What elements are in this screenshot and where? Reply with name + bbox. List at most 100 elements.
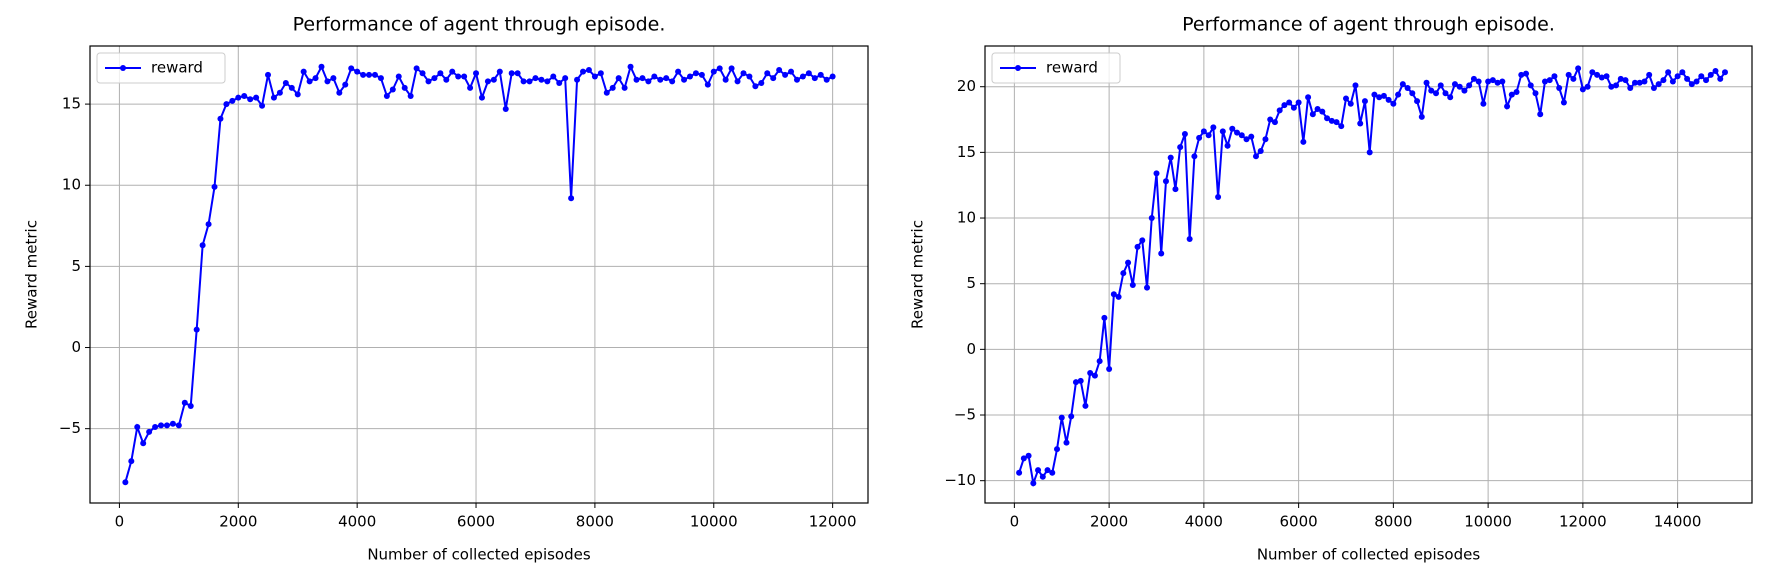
point [366,71,373,78]
point [1224,142,1231,149]
point [1655,81,1662,88]
point [1480,100,1487,107]
point [502,105,509,112]
point [722,76,729,83]
point [1352,82,1359,89]
point [1385,96,1392,103]
point [193,326,200,333]
point [1087,369,1094,376]
point [580,68,587,75]
y-tick-label: 20 [957,77,976,95]
point [1300,138,1307,145]
point [1172,186,1179,193]
point [407,92,414,99]
point [1688,81,1695,88]
point [241,92,248,99]
point [1646,71,1653,78]
point [490,76,497,83]
point [1679,69,1686,76]
point [1518,71,1525,78]
point [1447,94,1454,101]
point [805,70,812,77]
x-tick-label: 12000 [1559,513,1607,531]
point [1290,104,1297,111]
point [591,73,598,80]
point [1541,78,1548,85]
point [1324,115,1331,122]
point [1499,78,1506,85]
point [1357,120,1364,127]
y-tick-label: 5 [71,257,81,275]
point [1110,291,1117,298]
point [1451,81,1458,88]
point [544,78,551,85]
point [1328,117,1335,124]
point [1380,92,1387,99]
point [597,70,604,77]
point [389,86,396,93]
point [585,67,592,74]
point [1257,148,1264,155]
point [1513,88,1520,95]
point [782,71,789,78]
x-tick-label: 8000 [1374,513,1412,531]
point [1399,81,1406,88]
point [1570,75,1577,82]
point [247,96,254,103]
point [199,242,206,249]
point [1219,128,1226,135]
point [1717,75,1724,82]
point [1309,111,1316,118]
point [1068,413,1075,420]
plot: 0 2000 4000 6000 8000 10000 12000 14000 −10 −5 0 5 1… [909,14,1753,564]
point [758,80,765,87]
point [615,75,622,82]
point [1560,99,1567,106]
x-tick-label: 14000 [1654,513,1702,531]
point [1234,129,1241,136]
point [1603,73,1610,80]
point [140,440,147,447]
point [1319,108,1326,115]
legend-marker [120,65,126,71]
point [621,84,628,91]
point [1551,73,1558,80]
point [1271,119,1278,126]
point [1101,314,1108,321]
point [1508,91,1515,98]
point [259,102,266,109]
point [342,81,349,88]
point [669,78,676,85]
point [698,71,705,78]
x-tick-label: 12000 [809,513,857,531]
x-tick-label: 0 [1010,513,1020,531]
plot: 0 2000 4000 6000 8000 10000 12000 −5 0 5 10 15 Perfo… [23,14,869,564]
point [681,76,688,83]
x-tick-label: 10000 [690,513,738,531]
point [211,183,218,190]
point [764,70,771,77]
point [1631,79,1638,86]
point [1669,78,1676,85]
x-axis-label: Number of collected episodes [367,546,591,564]
point [324,78,331,85]
point [799,73,806,80]
point [752,83,759,90]
y-tick-label: −5 [954,406,976,424]
point [1523,70,1530,77]
point [556,80,563,87]
point [1030,480,1037,487]
point [158,422,165,429]
point [574,76,581,83]
x-axis-label: Number of collected episodes [1257,546,1481,564]
point [1579,86,1586,93]
point [187,402,194,409]
series-line [1018,65,1726,488]
point [152,424,159,431]
point [1684,75,1691,82]
x-tick-label: 10000 [1464,513,1512,531]
point [1106,366,1113,373]
point [1049,469,1056,476]
chart-title: Performance of agent through episode. [1182,14,1555,36]
point [1215,194,1222,201]
